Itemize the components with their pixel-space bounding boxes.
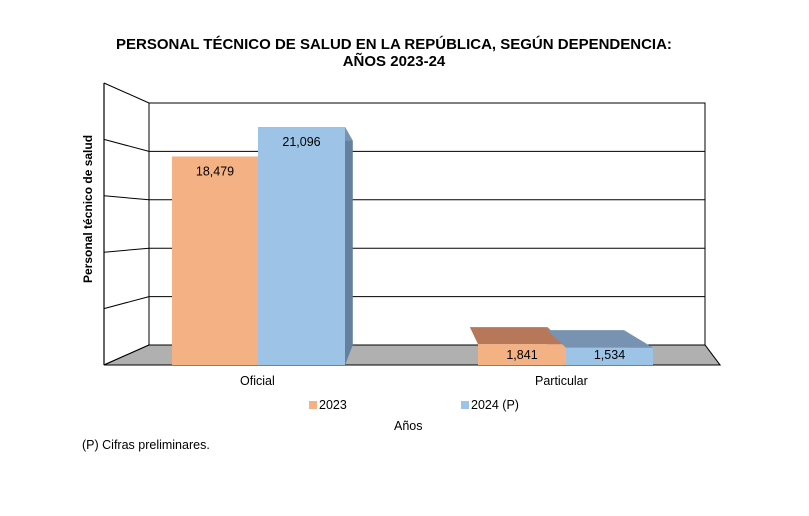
bar-top [469, 327, 566, 345]
bar-oficial-2024 [258, 127, 345, 366]
bar-top [547, 330, 653, 348]
data-label: 21,096 [282, 135, 320, 149]
bar-particular-2023 [478, 344, 566, 365]
side-wall-gridline [103, 195, 150, 201]
side-wall-gridline [103, 247, 150, 253]
legend-swatch-2023 [309, 401, 317, 409]
data-label: 18,479 [196, 165, 234, 179]
bar-particular-2024 [566, 347, 653, 365]
y-axis-label: Personal técnico de salud [81, 134, 95, 283]
bar-oficial-2023 [172, 156, 258, 365]
category-label-particular: Particular [535, 374, 588, 388]
legend-label-2023: 2023 [319, 398, 347, 412]
category-label-oficial: Oficial [240, 374, 275, 388]
side-wall-gridline [103, 82, 150, 104]
data-label: 1,841 [506, 348, 537, 362]
side-wall-gridline [103, 138, 150, 152]
x-axis-label: Años [394, 419, 423, 433]
legend-label-2024: 2024 (P) [471, 398, 519, 412]
data-label: 1,534 [594, 348, 625, 362]
footnote: (P) Cifras preliminares. [82, 438, 210, 452]
side-wall-gridline [103, 296, 150, 310]
chart-title-line1: PERSONAL TÉCNICO DE SALUD EN LA REPÚBLIC… [116, 36, 672, 53]
legend-swatch-2024 [461, 401, 469, 409]
chart-title-line2: AÑOS 2023-24 [342, 53, 446, 70]
bar-side [345, 127, 353, 366]
